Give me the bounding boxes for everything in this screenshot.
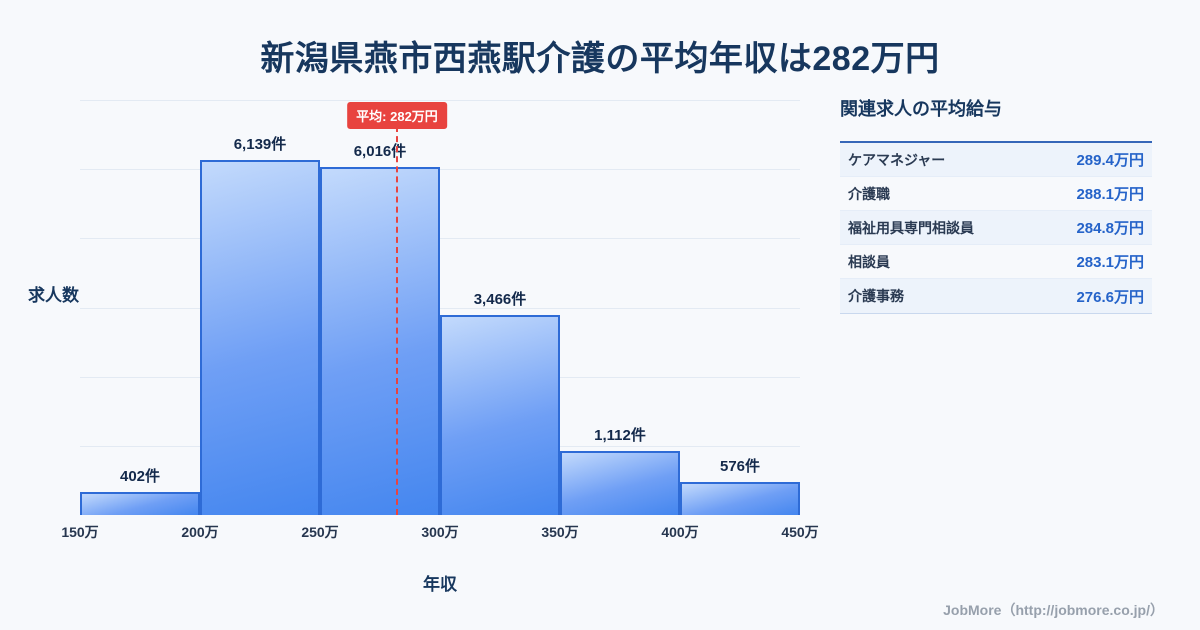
x-tick-label: 250万 xyxy=(301,524,339,540)
plot-area: 402件 6,139件 6,016件 3,466件 1,112件 576件 xyxy=(80,100,800,515)
histogram-bar xyxy=(680,482,800,515)
bar-count-label: 1,112件 xyxy=(594,427,646,444)
x-axis-ticks: 150万 200万 250万 300万 350万 400万 450万 xyxy=(61,522,818,542)
bar-count-label: 6,016件 xyxy=(353,143,407,160)
x-tick-label: 350万 xyxy=(541,524,579,540)
job-label: ケアマネジャー xyxy=(848,151,946,168)
panel-title: 関連求人の平均給与 xyxy=(840,99,1002,119)
salary-value: 288.1万円 xyxy=(1076,186,1144,203)
bar-group: 3,466件 xyxy=(440,288,560,515)
histogram-bar xyxy=(80,492,200,515)
bar-count-label: 576件 xyxy=(719,458,761,475)
bar-count-label: 6,139件 xyxy=(233,136,287,153)
salary-value: 276.6万円 xyxy=(1076,288,1144,306)
table-row: 介護事務 276.6万円 xyxy=(840,279,1152,313)
bar-count-label: 3,466件 xyxy=(473,291,527,308)
x-tick-label: 200万 xyxy=(181,524,219,540)
x-axis-label: 年収 xyxy=(423,575,457,594)
salary-table: ケアマネジャー 289.4万円 介護職 288.1万円 福祉用具専門相談員 28… xyxy=(840,141,1152,314)
salary-value: 284.8万円 xyxy=(1076,220,1144,237)
salary-value: 289.4万円 xyxy=(1076,152,1144,169)
table-row: 相談員 283.1万円 xyxy=(840,245,1152,279)
histogram-bar xyxy=(200,160,320,515)
bar-group: 6,016件 xyxy=(320,140,440,515)
table-row: ケアマネジャー 289.4万円 xyxy=(840,143,1152,177)
job-label: 介護事務 xyxy=(848,288,904,304)
footer-credit: JobMore（http://jobmore.co.jp/） xyxy=(943,602,1164,618)
histogram-bar xyxy=(440,315,560,515)
histogram-bar xyxy=(320,167,440,515)
table-row: 介護職 288.1万円 xyxy=(840,177,1152,211)
job-label: 福祉用具専門相談員 xyxy=(848,219,974,236)
job-label: 介護職 xyxy=(848,185,890,202)
job-label: 相談員 xyxy=(848,253,890,270)
histogram-bar xyxy=(560,451,680,515)
gridline xyxy=(80,100,800,101)
x-tick-label: 150万 xyxy=(61,524,99,540)
salary-value: 283.1万円 xyxy=(1076,254,1144,271)
bar-count-label: 402件 xyxy=(119,468,161,485)
gridline xyxy=(80,238,800,239)
related-jobs-panel: 関連求人の平均給与 ケアマネジャー 289.4万円 介護職 288.1万円 福祉… xyxy=(840,95,1152,314)
average-badge: 平均: 282万円 xyxy=(347,102,447,129)
bar-group: 402件 xyxy=(80,465,200,515)
y-axis-label: 求人数 xyxy=(28,286,79,305)
histogram-bars: 402件 6,139件 6,016件 3,466件 1,112件 576件 xyxy=(80,100,800,515)
x-tick-label: 400万 xyxy=(661,524,699,540)
bar-group: 6,139件 xyxy=(200,133,320,515)
page-title: 新潟県燕市西燕駅介護の平均年収は282万円 xyxy=(260,40,940,78)
bar-group: 1,112件 xyxy=(560,424,680,515)
average-line xyxy=(396,126,398,515)
table-row: 福祉用具専門相談員 284.8万円 xyxy=(840,211,1152,245)
gridline xyxy=(80,308,800,309)
bar-group: 576件 xyxy=(680,455,800,515)
gridline xyxy=(80,169,800,170)
x-tick-label: 300万 xyxy=(421,524,459,540)
x-tick-label: 450万 xyxy=(781,524,819,540)
